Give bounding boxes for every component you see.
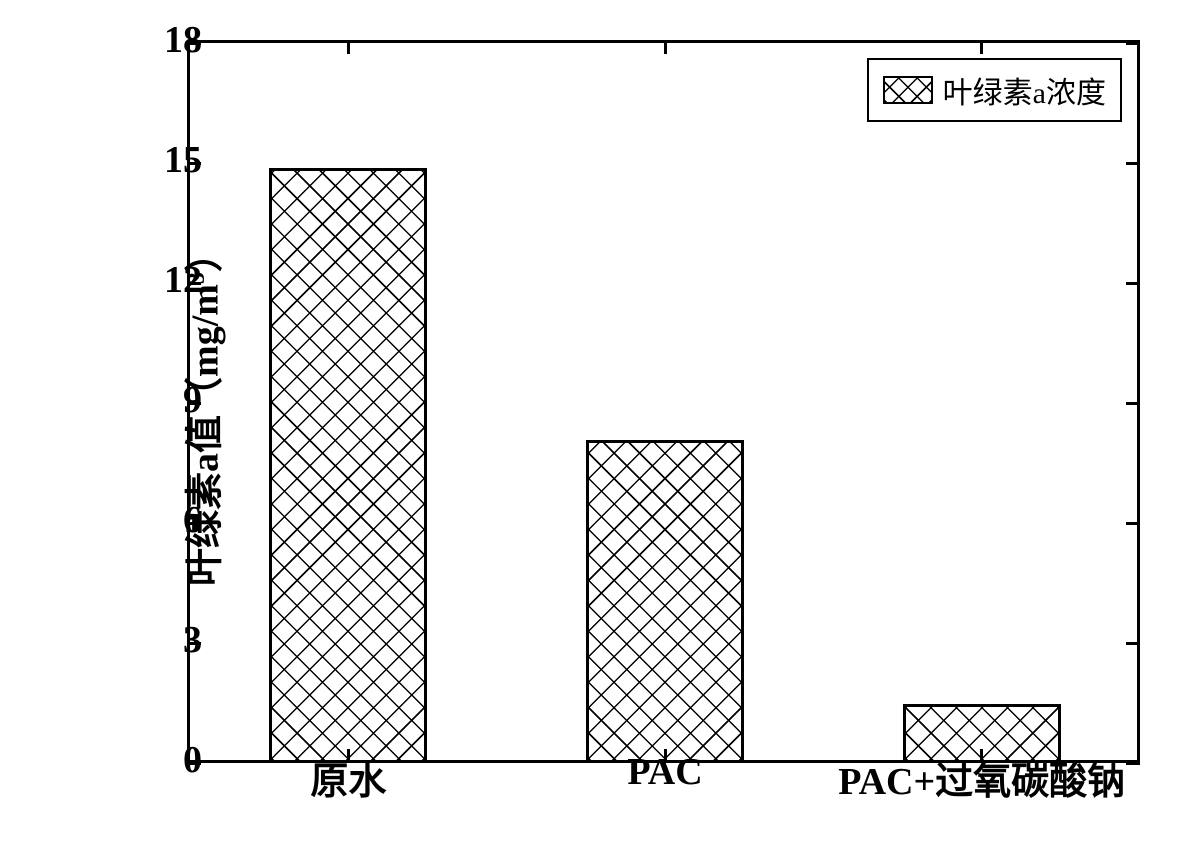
y-tick-label: 12: [142, 258, 202, 302]
x-tick: [980, 40, 983, 54]
x-tick-label: PAC: [627, 750, 702, 794]
y-tick: [1126, 282, 1140, 285]
y-tick-label: 15: [142, 138, 202, 182]
x-tick-label: 原水: [310, 750, 386, 805]
legend-swatch: [883, 76, 933, 104]
plot-area: 叶绿素a浓度: [190, 40, 1140, 760]
y-tick-label: 0: [142, 738, 202, 782]
y-tick-label: 18: [142, 18, 202, 62]
y-tick-label: 6: [142, 498, 202, 542]
y-tick-label: 3: [142, 618, 202, 662]
y-tick: [1126, 162, 1140, 165]
chart-container: 叶绿素a浓度 叶绿素a值（mg/m3） 0369121518 原水PACPAC+…: [140, 20, 1160, 800]
x-tick: [664, 40, 667, 54]
y-tick: [1126, 762, 1140, 765]
y-tick-label: 9: [142, 378, 202, 422]
legend: 叶绿素a浓度: [867, 58, 1122, 122]
y-tick: [1126, 402, 1140, 405]
bar: [586, 440, 744, 760]
x-tick: [347, 40, 350, 54]
legend-label: 叶绿素a浓度: [943, 68, 1106, 112]
x-tick-label: PAC+过氧碳酸钠: [838, 750, 1125, 805]
y-tick: [1126, 522, 1140, 525]
y-tick: [1126, 42, 1140, 45]
y-tick: [1126, 642, 1140, 645]
bar: [269, 168, 427, 760]
